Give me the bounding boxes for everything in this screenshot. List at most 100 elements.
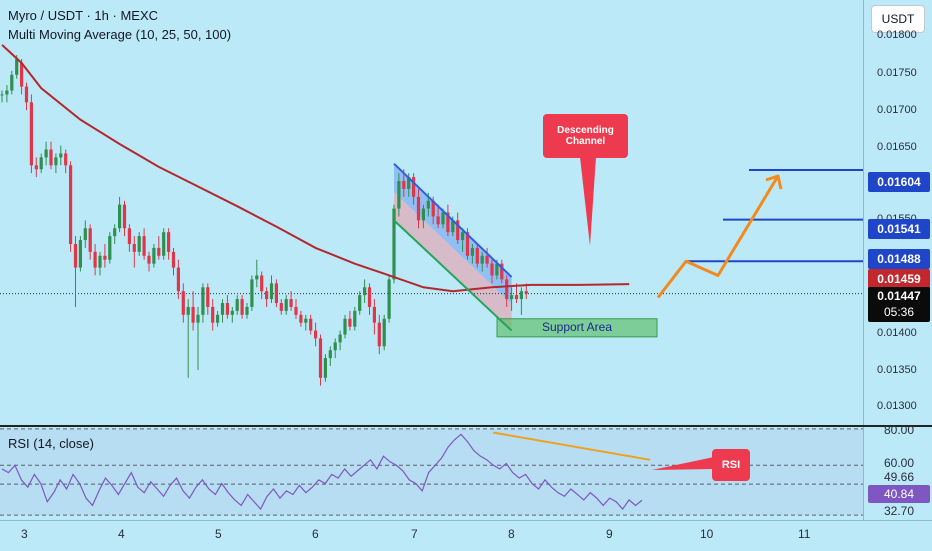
candle-body [407,177,411,189]
candle-body [152,247,156,264]
candle-body [480,255,484,264]
indicator-legend: Multi Moving Average (10, 25, 50, 100) [8,27,232,42]
candle-body [93,251,97,268]
current-price-tag: 0.01447 05:36 [868,287,930,322]
candle-body [402,181,406,189]
candle-body [34,165,38,170]
time-axis[interactable] [0,520,932,551]
candle-body [416,196,421,221]
rsi-tag-value: 49.66 [883,470,915,484]
descending-channel-callout: Descending Channel [543,114,628,158]
candle-body [358,295,362,311]
candle-body [10,74,14,91]
candle-body [431,200,435,217]
candle-body [73,243,78,268]
candle-body [132,243,136,252]
moving-average-price-tag: 0.01459 [868,269,930,289]
candle-body [333,342,337,351]
candle-body [284,299,288,311]
candle-body [29,102,33,166]
candle-body [485,255,489,264]
candle-body [505,279,509,300]
projection-arrowhead [765,174,783,190]
candle-body [59,153,63,158]
price-chart-pane[interactable] [0,0,863,425]
price-tick: 0.01350 [877,364,917,376]
bar-countdown: 05:36 [883,305,915,319]
candle-body [348,318,352,327]
candle-body [69,165,73,244]
time-tick: 7 [411,527,418,541]
candle-body [171,251,176,268]
candle-body [323,358,327,378]
candle-body [240,299,244,315]
price-tick: 0.01400 [877,327,917,339]
candle-body [15,59,19,75]
candle-body [343,318,347,335]
price-tick: 0.01700 [877,104,917,116]
price-tick: 0.01300 [877,400,917,412]
support-area-box [496,318,658,338]
candle-body [113,228,117,237]
rsi-callout-pointer [652,457,714,470]
candle-body [372,306,376,323]
price-tick: 0.01650 [877,141,917,153]
channel-upper-line [393,162,513,278]
candle-body [127,228,131,244]
symbol-title: Myro / USDT · 1h · MEXC [8,8,159,23]
candle-body [230,310,234,315]
candle-body [98,255,102,268]
candle-body [108,236,112,260]
candle-body [274,283,278,304]
rsi-level-32: 32.70 [883,504,915,518]
candle-body [20,62,24,87]
current-price-value: 0.01447 [877,289,921,303]
moving-average-line [1,44,630,293]
candle-body [245,306,249,315]
time-tick: 6 [312,527,319,541]
pane-divider[interactable] [0,425,932,427]
candle-body [103,255,107,260]
target-1-price-tag: 0.01488 [868,249,930,269]
candle-body [176,267,180,292]
time-tick: 10 [700,527,714,541]
candle-body [294,306,298,315]
candle-body [225,303,229,315]
candle-body [456,220,460,241]
rsi-level-60: 60.00 [883,456,915,470]
descending-channel-callout-pointer [580,157,596,246]
candle-body [211,306,215,323]
time-tick: 11 [798,527,811,541]
candle-body [392,208,396,280]
candle-body [88,228,92,252]
target-3-price-tag: 0.01604 [868,172,930,192]
candle-body [367,287,372,307]
candle-body [363,287,367,296]
candle-body [412,177,416,197]
candle-body [299,314,303,323]
rsi-trendline [492,431,651,461]
candle-body [426,200,430,209]
rsi-level-80: 80.00 [883,423,915,437]
candle-body [118,204,122,229]
candle-body [309,318,313,331]
candle-body [54,157,58,166]
candle-body [78,240,82,268]
time-tick: 4 [118,527,125,541]
rsi-callout: RSI [712,449,750,481]
candle-body [318,338,323,378]
candle-body [446,212,450,233]
candle-body [524,291,528,294]
candle-body [500,263,504,280]
candle-body [289,299,293,307]
candle-body [250,279,254,307]
candle-body [328,350,332,359]
candle-body [382,318,386,347]
rsi-current-value: 40.84 [868,485,930,503]
candle-body [235,299,239,311]
candle-body [279,303,283,311]
currency-button[interactable]: USDT [871,5,925,33]
candle-body [49,149,53,166]
candle-body [421,208,425,221]
